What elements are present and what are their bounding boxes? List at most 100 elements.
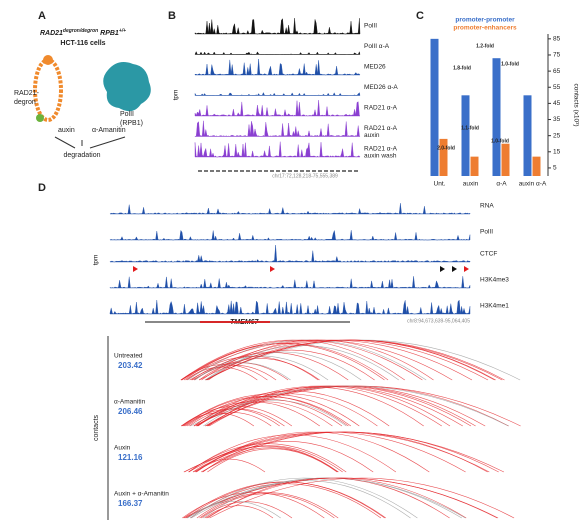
contact-arc [200, 501, 293, 519]
bar [430, 38, 439, 176]
y-tick-label: 15 [553, 149, 561, 156]
gene-block [318, 170, 322, 172]
fold-label: 1.0-fold [491, 138, 509, 144]
contact-count: 203.42 [118, 361, 143, 370]
panel-letter: A [38, 10, 46, 22]
bar [523, 95, 532, 176]
contact-arc [181, 393, 360, 427]
gene-block [348, 170, 352, 172]
y-tick-label: 75 [553, 52, 561, 59]
contact-arc [205, 351, 362, 381]
contact-arc [195, 431, 430, 473]
amanitin-label: α-Amanitin [92, 127, 126, 134]
fold-label: 1.1-fold [461, 125, 479, 131]
locus: chr8:94,673,639-95,064,405 [407, 318, 470, 324]
bar [461, 95, 470, 176]
gene-block [246, 170, 250, 172]
allele: degron/degron [63, 28, 98, 34]
contact-arc [201, 339, 434, 381]
panel-letter: D [38, 182, 46, 194]
ctcf-motif [440, 266, 445, 272]
contact-arc [207, 477, 450, 519]
track-label: H3K4me1 [480, 303, 509, 310]
gene-block [252, 170, 256, 172]
track-label: PolII α-A [364, 43, 390, 50]
contact-arc [194, 446, 339, 473]
signal-track [194, 120, 361, 137]
track-label: auxin [364, 132, 380, 139]
fold-label: 1.0-fold [501, 61, 519, 67]
contact-arc [199, 493, 335, 519]
signal-track [194, 141, 361, 158]
bar [532, 156, 541, 176]
gene-block [264, 170, 268, 172]
contact-arc [193, 390, 390, 427]
gene-block [288, 170, 292, 172]
allele: +/+ [119, 28, 126, 34]
track-label: H3K4me3 [480, 277, 509, 284]
gene-block [240, 170, 244, 172]
condition-name: Auxin + α-Amanitin [114, 491, 169, 498]
gene-block [312, 170, 316, 172]
gene-block [276, 170, 280, 172]
cells: HCT-116 cells [60, 40, 105, 47]
track-label: RAD21 α-A [364, 125, 398, 132]
ctcf-motif [464, 266, 469, 272]
y-tick-label: 25 [553, 132, 561, 139]
contact-arc [185, 401, 320, 427]
contact-arc [196, 412, 272, 427]
contact-arc [205, 385, 509, 427]
gene-block [270, 170, 274, 172]
contact-arc [194, 355, 329, 381]
contact-arc [189, 339, 473, 381]
y-axis-label: contacts (x10³) [572, 84, 579, 127]
contact-arc [207, 386, 424, 427]
fold-label: 1.2-fold [476, 43, 494, 49]
track-label: RAD21 α-A [364, 105, 398, 112]
contact-arc [187, 501, 281, 519]
arrows [54, 136, 126, 149]
contact-arc [192, 458, 266, 473]
gene-block [282, 170, 286, 172]
track-label: MED26 [364, 64, 386, 71]
contact-arc [180, 339, 423, 381]
signal-track [194, 92, 361, 96]
cohesin-head [43, 55, 53, 65]
contact-arc [190, 477, 418, 519]
ctcf-motif [452, 266, 457, 272]
contact-count: 121.16 [118, 453, 143, 462]
y-tick-label: 65 [553, 68, 561, 75]
genotype: RAD21degron/degron RPB1+/+ [40, 28, 126, 37]
gene-block [330, 170, 334, 172]
signal-track [194, 58, 361, 76]
contact-arc [193, 399, 343, 427]
y-tick-label: 55 [553, 84, 561, 91]
contact-arc [205, 339, 505, 381]
signal-track [194, 18, 361, 35]
gene-block [234, 170, 238, 172]
contact-arc [208, 349, 375, 381]
polii-label: (RPB1) [120, 120, 143, 127]
track-label: PolII [364, 23, 377, 30]
gene-block [258, 170, 262, 172]
panel-letter: C [416, 10, 424, 22]
contact-arc [198, 358, 320, 381]
polii-label: PolII [120, 111, 134, 118]
gene-block [294, 170, 298, 172]
gene-block [306, 170, 310, 172]
gene-block [198, 170, 202, 172]
signal-track [109, 245, 471, 263]
contact-arc [188, 434, 397, 473]
contact-arc [185, 477, 498, 519]
legend-entry: promoter-enhancers [453, 25, 517, 32]
contact-arc [196, 492, 339, 519]
track-label: CTCF [480, 251, 497, 258]
signal-track [194, 100, 361, 117]
ctcf-motif [270, 266, 275, 272]
condition-name: Untreated [114, 353, 143, 360]
contact-arc [190, 385, 509, 427]
y-tick-label: 85 [553, 36, 561, 43]
axis-label: contacts [93, 414, 100, 441]
fold-label: 2.0-fold [437, 145, 455, 151]
